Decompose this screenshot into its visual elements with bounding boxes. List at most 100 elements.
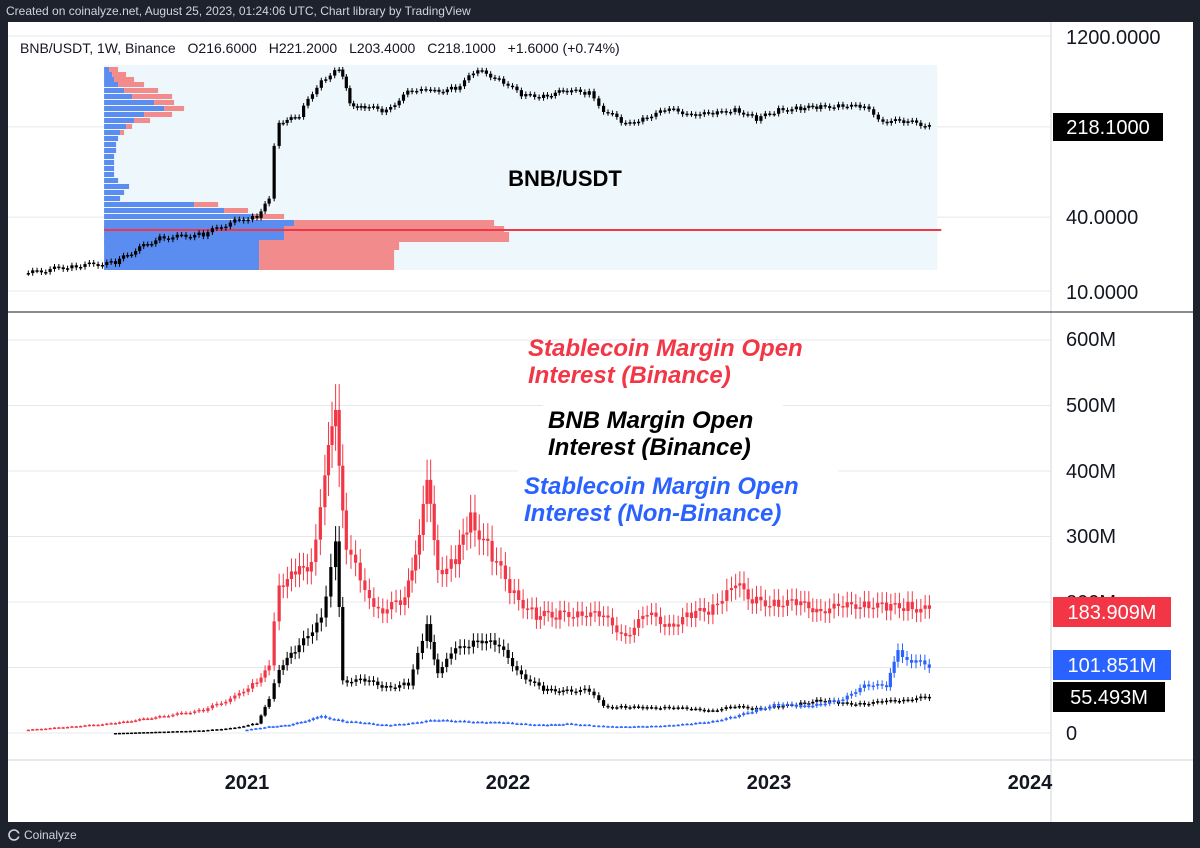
volume-profile-bar (284, 232, 510, 242)
oi-stable-non-binance-candle-body (489, 721, 493, 724)
oi-stable-non-binance-candle-body (587, 724, 591, 727)
price-candle-body (467, 75, 471, 81)
oi-bnb-binance-candle-body (574, 691, 578, 694)
price-candle-body (180, 234, 184, 237)
oi-stable-binance-candle-body (807, 601, 811, 609)
oi-bnb-binance-candle-body (519, 670, 523, 675)
oi-stable-non-binance-candle-body (733, 716, 737, 719)
oi-tick-label: 300M (1066, 526, 1116, 548)
oi-stable-binance-candle-body (242, 691, 246, 694)
price-candle-body (406, 90, 410, 95)
oi-stable-binance-candle-body (606, 615, 610, 618)
oi-stable-non-binance-candle-body (803, 705, 807, 708)
oi-stable-binance-candle-body (772, 599, 776, 606)
oi-stable-binance-candle-body (142, 718, 146, 721)
oi-stable-binance-candle-body (503, 565, 507, 580)
oi-stable-binance-candle-body (750, 599, 754, 604)
oi-stable-non-binance-candle-body (295, 722, 299, 725)
chart-canvas[interactable]: BNB/USDT BNB/USDT, 1W, Binance O216.6000… (8, 22, 1193, 822)
annotation-bnb-binance: BNB Margin Open Interest (Binance) (543, 402, 783, 461)
oi-bnb-binance-candle-body (445, 658, 449, 667)
oi-stable-non-binance-candle-body (583, 724, 587, 727)
oi-bnb-binance-candle-body (197, 730, 201, 732)
oi-stable-non-binance-candle-body (819, 703, 823, 706)
oi-stable-non-binance-candle-body (867, 684, 871, 687)
oi-stable-binance-candle-body (130, 721, 134, 723)
price-candle-body (26, 273, 30, 275)
oi-stable-non-binance-candle-body (275, 726, 279, 728)
price-candle-body (862, 106, 866, 108)
oi-stable-non-binance-candle-body (402, 724, 406, 726)
oi-stable-binance-candle-body (417, 535, 422, 555)
oi-stable-binance-candle-body (440, 569, 444, 575)
price-candle-body (319, 80, 323, 88)
price-candle-body (337, 69, 341, 72)
oi-stable-binance-candle-body (436, 540, 440, 570)
oi-bnb-binance-candle-body (306, 636, 310, 639)
oi-bnb-binance-candle-body (557, 691, 561, 693)
oi-stable-binance-candle-body (301, 566, 306, 568)
oi-stable-binance-candle-body (729, 588, 734, 591)
oi-stable-binance-candle-body (508, 579, 512, 594)
last-price-badge (1053, 113, 1163, 141)
oi-stable-binance-candle-body (289, 571, 294, 580)
price-candle-body (449, 86, 454, 90)
price-candle-body (324, 79, 328, 81)
price-candle-body (557, 90, 561, 93)
oi-stable-binance-candle-body (841, 606, 845, 608)
price-candle-body (724, 111, 728, 113)
price-candle-body (397, 100, 401, 106)
price-candle-body (681, 111, 685, 115)
oi-bnb-binance-candle-body (750, 708, 754, 710)
price-candle-body (533, 94, 537, 97)
price-candle-body (210, 228, 214, 233)
oi-stable-non-binance-candle-body (707, 722, 711, 724)
price-axis[interactable]: 1200.0000 40.0000 10.0000 218.1000 (1053, 27, 1163, 304)
open-interest-axis[interactable]: 600M 500M 400M 300M 200M 0 183.909M 101.… (1053, 329, 1171, 745)
volume-profile-bar (164, 106, 185, 111)
volume-profile-bar (104, 220, 295, 230)
oi-bnb-binance-candle-body (162, 731, 166, 734)
price-candle-body (355, 106, 360, 108)
chart-svg[interactable]: BNB/USDT BNB/USDT, 1W, Binance O216.6000… (8, 22, 1193, 822)
oi-stable-non-binance-candle-body (437, 720, 441, 722)
oi-stable-binance-candle-body (914, 609, 919, 613)
oi-bnb-binance-candle-body (854, 704, 858, 706)
price-tick-label: 1200.0000 (1066, 27, 1161, 49)
oi-bnb-binance-candle-body (541, 685, 546, 691)
oi-bnb-binance-candle-body (272, 683, 276, 699)
oi-bnb-binance-candle-body (724, 707, 728, 709)
price-candle-body (419, 89, 423, 91)
oi-bnb-binance-candle-body (175, 731, 179, 733)
volume-profile-bar (104, 100, 155, 105)
oi-stable-binance-candle-body (832, 603, 836, 609)
last-value-label: 55.493M (1070, 687, 1148, 709)
annotation-line: BNB Margin Open (548, 407, 753, 434)
oi-bnb-binance-candle-body (632, 706, 636, 708)
last-value-label: 101.851M (1068, 655, 1157, 677)
time-axis[interactable]: 2021 2022 2023 2024 (225, 772, 1053, 794)
oi-stable-binance-candle-body (96, 724, 100, 727)
footer-brand: Coinalyze (24, 828, 77, 842)
oi-stable-binance-candle-body (823, 611, 827, 614)
price-candle-body (437, 89, 441, 92)
oi-stable-non-binance-candle-body (781, 704, 785, 706)
price-candle-body (742, 112, 746, 115)
oi-stable-non-binance-candle-body (667, 725, 671, 727)
price-candle-body (694, 114, 698, 116)
oi-stable-binance-candle-body (828, 608, 832, 614)
oi-bnb-binance-candle-body (524, 674, 528, 680)
oi-stable-binance-candle-body (481, 538, 486, 541)
oi-stable-binance-candle-body (486, 538, 490, 541)
oi-bnb-binance-candle-body (201, 730, 206, 732)
oi-stable-non-binance-candle-body (433, 720, 437, 722)
oi-stable-non-binance-candle-body (763, 708, 767, 710)
price-candle-body (561, 90, 565, 92)
price-candle-body (367, 106, 371, 109)
oi-stable-non-binance-candle-body (698, 722, 702, 725)
oi-stable-non-binance-candle-body (729, 716, 733, 719)
price-candle-body (685, 113, 689, 116)
oi-bnb-binance-candle-body (402, 682, 406, 686)
oi-stable-non-binance-candle-body (537, 724, 541, 727)
oi-bnb-binance-candle-body (654, 707, 658, 709)
